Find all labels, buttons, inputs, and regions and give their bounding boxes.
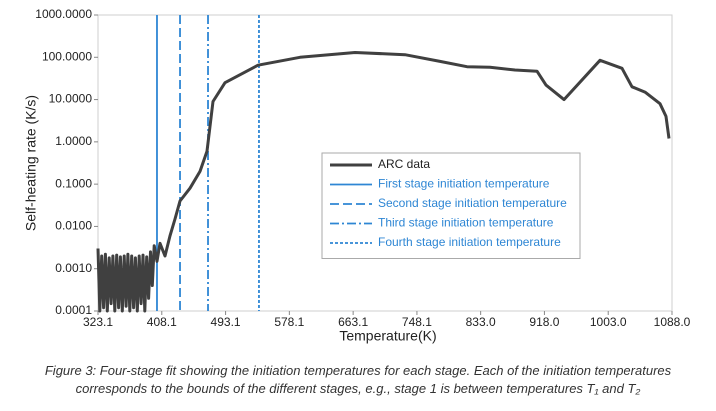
- y-axis-label: Self-heating rate (K/s): [23, 95, 39, 231]
- y-tick-label: 0.0010: [55, 261, 92, 275]
- x-tick-label: 748.1: [402, 315, 432, 329]
- y-tick-label: 10.0000: [49, 92, 93, 106]
- legend-box: [321, 152, 581, 259]
- caption-line: Figure 3: Four-stage fit showing the ini…: [44, 363, 672, 378]
- legend-label: First stage initiation temperature: [378, 177, 550, 191]
- x-tick-label: 578.1: [274, 315, 304, 329]
- x-axis-label: Temperature(K): [339, 328, 436, 344]
- y-tick-label: 0.0100: [55, 219, 92, 233]
- x-tick-label: 1003.0: [590, 315, 627, 329]
- legend-label: Third stage initiation temperature: [378, 216, 554, 230]
- x-tick-label: 663.1: [338, 315, 368, 329]
- legend-label: Second stage initiation temperature: [378, 196, 567, 210]
- x-tick-label: 323.1: [83, 315, 113, 329]
- legend-label: ARC data: [378, 157, 430, 171]
- x-tick-label: 493.1: [211, 315, 241, 329]
- x-tick-label: 408.1: [147, 315, 177, 329]
- legend: ARC data First stage initiation temperatu…: [321, 152, 581, 259]
- y-tick-label: 1.0000: [55, 134, 92, 148]
- x-tick-label: 833.0: [466, 315, 496, 329]
- caption-line: corresponds to the bounds of the differe…: [75, 381, 641, 396]
- legend-label: Fourth stage initiation temperature: [378, 235, 561, 249]
- x-tick-label: 918.0: [529, 315, 559, 329]
- y-tick-label: 0.1000: [55, 176, 92, 190]
- y-tick-label: 1000.0000: [35, 7, 92, 21]
- x-tick-label: 1088.0: [654, 315, 691, 329]
- chart: Self-heating rate (K/s) Temperature(K) 0…: [23, 7, 691, 344]
- y-tick-label: 100.0000: [42, 49, 92, 63]
- plot-area: [97, 14, 673, 312]
- y-tick-label: 0.0001: [55, 303, 92, 317]
- data-line: [96, 51, 671, 313]
- caption: Figure 3: Four-stage fit showing the ini…: [0, 362, 716, 398]
